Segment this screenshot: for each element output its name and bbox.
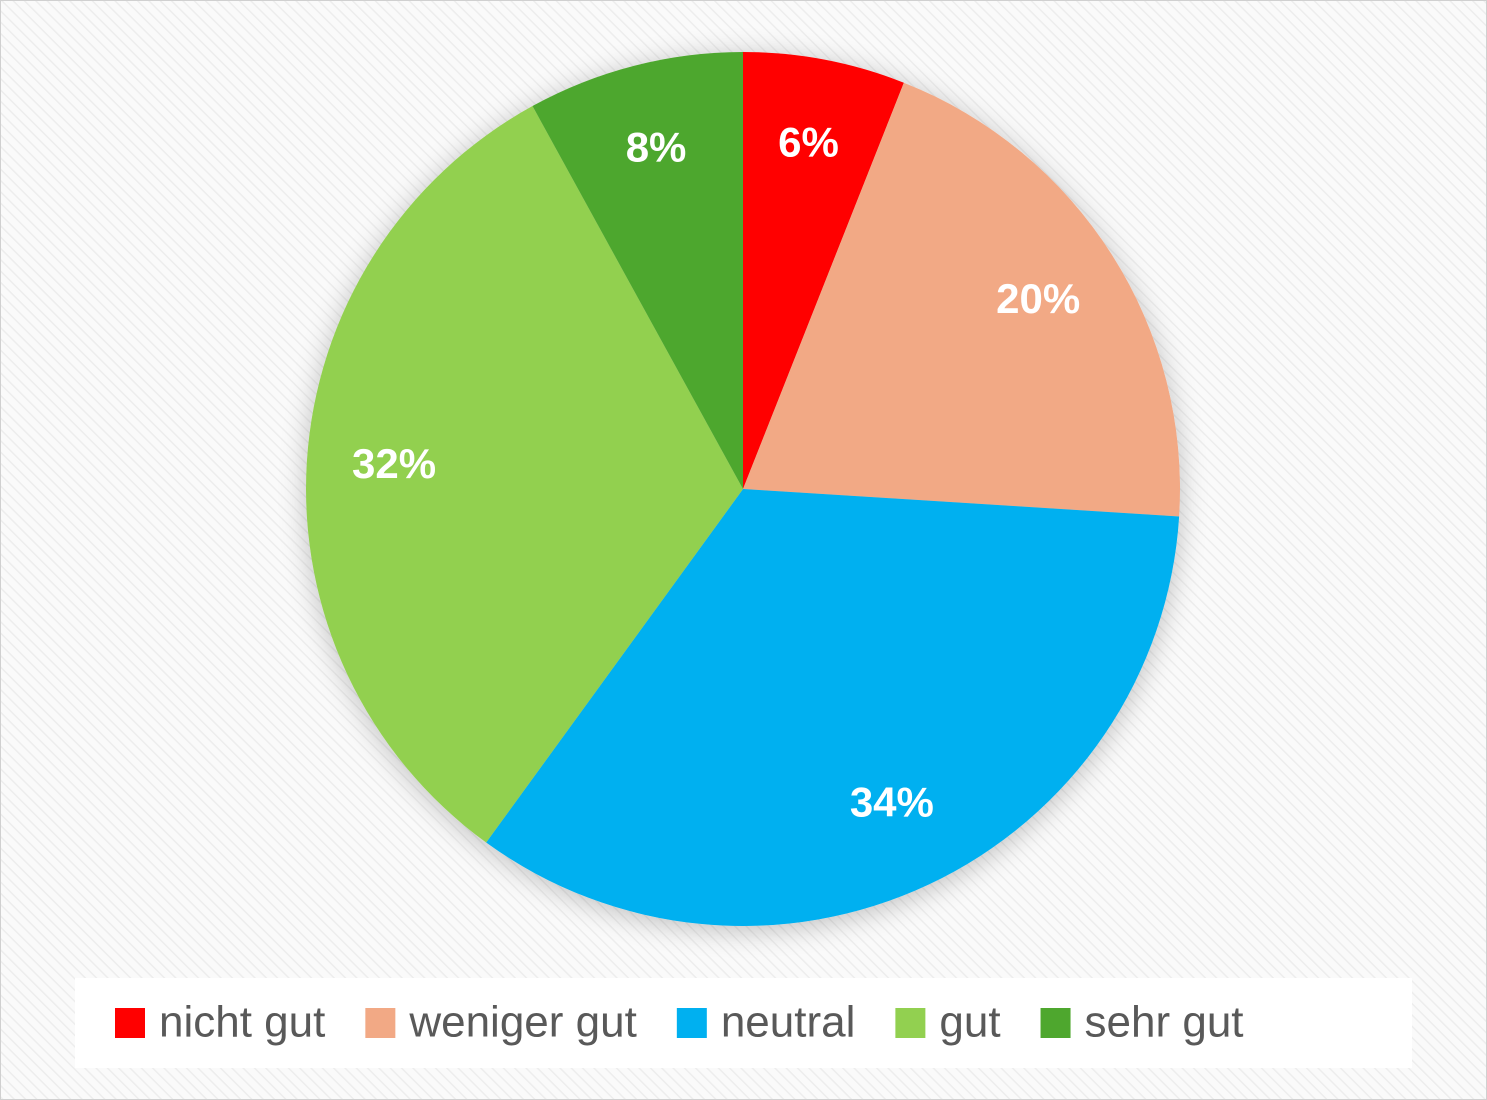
data-label: 8% xyxy=(626,123,687,170)
data-label: 6% xyxy=(778,119,839,166)
legend-swatch xyxy=(365,1008,396,1038)
data-label: 34% xyxy=(850,778,934,825)
pie-slice xyxy=(306,106,743,843)
legend-label: weniger gut xyxy=(408,998,636,1047)
legend-swatch xyxy=(676,1008,707,1038)
legend-swatch xyxy=(115,1008,145,1038)
data-label: 32% xyxy=(352,440,436,487)
data-label: 20% xyxy=(996,275,1080,322)
pie-slice xyxy=(532,52,743,489)
pie xyxy=(306,52,1180,926)
legend-swatch xyxy=(895,1008,926,1038)
legend-swatch xyxy=(1040,1008,1071,1038)
legend-box xyxy=(75,978,1412,1068)
pie-slice xyxy=(743,82,1180,517)
legend-label: nicht gut xyxy=(159,998,325,1047)
pie-slice xyxy=(743,52,904,489)
pie-slice xyxy=(486,489,1180,926)
legend-label: sehr gut xyxy=(1085,998,1244,1047)
legend-label: gut xyxy=(939,998,1000,1047)
legend: nicht gut weniger gut neutral gut sehr gut xyxy=(115,998,1244,1047)
legend-label: neutral xyxy=(721,998,856,1047)
